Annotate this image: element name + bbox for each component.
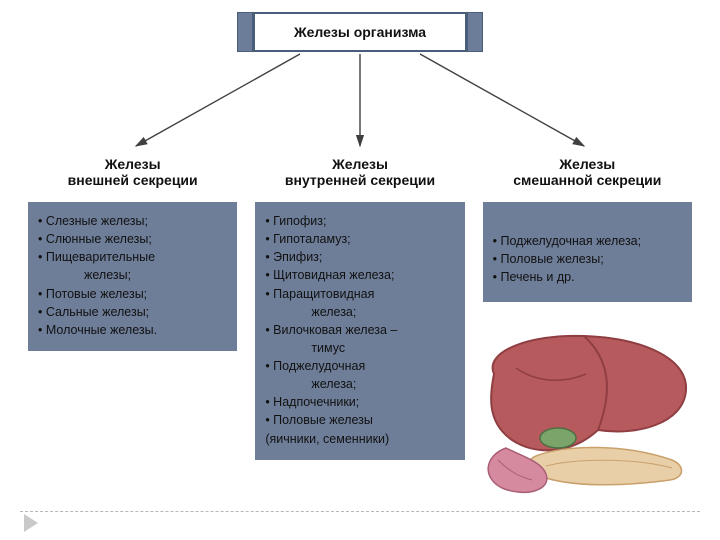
list-item: • Поджелудочная (265, 357, 454, 375)
title-cap-left (237, 12, 253, 52)
corner-play-icon (24, 514, 38, 532)
list-item: • Половые железы (265, 411, 454, 429)
col-title-line: внутренней секреции (285, 172, 435, 188)
list-item: • Гипоталамуз; (265, 230, 454, 248)
list-item: железа; (265, 375, 454, 393)
col-title-line: Железы (332, 156, 388, 172)
list-item: (яичники, семенники) (265, 430, 454, 448)
list-item: железа; (265, 303, 454, 321)
list-item: железы; (38, 266, 227, 284)
list-item: • Щитовидная железа; (265, 266, 454, 284)
col-title-line: смешанной секреции (513, 172, 661, 188)
list-item: • Слезные железы; (38, 212, 227, 230)
title-cap-right (467, 12, 483, 52)
list-item: • Эпифиз; (265, 248, 454, 266)
footer-divider (20, 511, 700, 512)
list-item: • Печень и др. (493, 268, 682, 286)
list-item: • Вилочковая железа – (265, 321, 454, 339)
col-body: • Гипофиз;• Гипоталамуз;• Эпифиз;• Щитов… (255, 202, 464, 460)
col-internal: Железы внутренней секреции • Гипофиз;• Г… (255, 152, 464, 460)
list-item: • Гипофиз; (265, 212, 454, 230)
col-title-line: Железы (105, 156, 161, 172)
list-item: • Надпочечники; (265, 393, 454, 411)
col-title: Железы внешней секреции (28, 152, 237, 202)
col-title-line: внешней секреции (68, 172, 198, 188)
main-title: Железы организма (253, 12, 467, 52)
list-item: • Половые железы; (493, 250, 682, 268)
list-item: • Поджелудочная железа; (493, 232, 682, 250)
list-item: • Потовые железы; (38, 285, 227, 303)
col-title-line: Железы (559, 156, 615, 172)
main-title-text: Железы организма (294, 24, 426, 40)
list-item: • Пищеварительные (38, 248, 227, 266)
list-item: • Сальные железы; (38, 303, 227, 321)
list-item: тимус (265, 339, 454, 357)
columns-wrap: Железы внешней секреции • Слезные железы… (28, 152, 692, 460)
col-body: • Слезные железы;• Слюнные железы;• Пище… (28, 202, 237, 351)
list-item: • Паращитовидная (265, 285, 454, 303)
list-item: • Слюнные железы; (38, 230, 227, 248)
col-title: Железы внутренней секреции (255, 152, 464, 202)
col-title: Железы смешанной секреции (483, 152, 692, 202)
col-body: • Поджелудочная железа;• Половые железы;… (483, 202, 692, 302)
list-item: • Молочные железы. (38, 321, 227, 339)
col-mixed: Железы смешанной секреции • Поджелудочна… (483, 152, 692, 460)
col-external: Железы внешней секреции • Слезные железы… (28, 152, 237, 460)
